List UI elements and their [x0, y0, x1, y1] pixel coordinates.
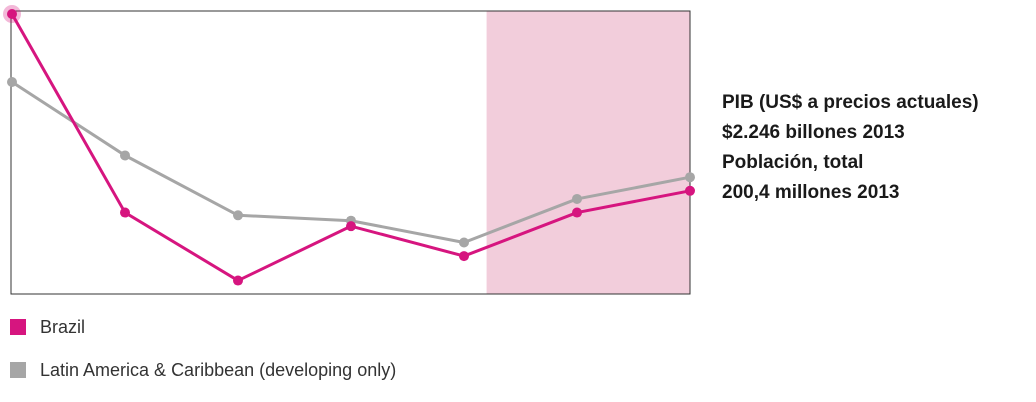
population-value: 200,4 millones 2013 [722, 182, 900, 203]
data-point-brazil-0 [7, 9, 17, 19]
data-point-brazil-2 [233, 275, 243, 286]
data-point-brazil-3 [346, 221, 356, 232]
data-point-region-1 [120, 150, 130, 161]
gdp-label: PIB (US$ a precios actuales) [722, 92, 979, 113]
legend-label-brazil: Brazil [40, 316, 86, 337]
data-point-brazil-4 [459, 251, 469, 262]
gdp-value: $2.246 billones 2013 [722, 122, 905, 143]
data-point-region-5 [572, 193, 582, 204]
legend-swatch-region [10, 362, 26, 378]
data-point-region-0 [7, 77, 17, 87]
line-chart [3, 5, 695, 295]
data-point-region-6 [685, 172, 695, 183]
indicator-panel: PIB (US$ a precios actuales) $2.246 bill… [722, 88, 1032, 208]
shaded-region [486, 11, 690, 294]
data-point-region-4 [459, 237, 469, 248]
data-point-region-2 [233, 210, 243, 221]
plot-frame [10, 10, 691, 295]
legend-item-region: Latin America & Caribbean (developing on… [10, 359, 396, 381]
legend-label-region: Latin America & Caribbean (developing on… [40, 359, 397, 380]
data-point-brazil-5 [572, 207, 582, 218]
chart-legend: Brazil Latin America & Caribbean (develo… [10, 316, 396, 402]
data-point-brazil-6 [685, 185, 695, 196]
population-label: Población, total [722, 152, 864, 173]
highlight-halo [3, 5, 21, 23]
legend-swatch-brazil [10, 319, 26, 335]
legend-item-brazil: Brazil [10, 316, 396, 338]
data-point-brazil-1 [120, 207, 130, 218]
